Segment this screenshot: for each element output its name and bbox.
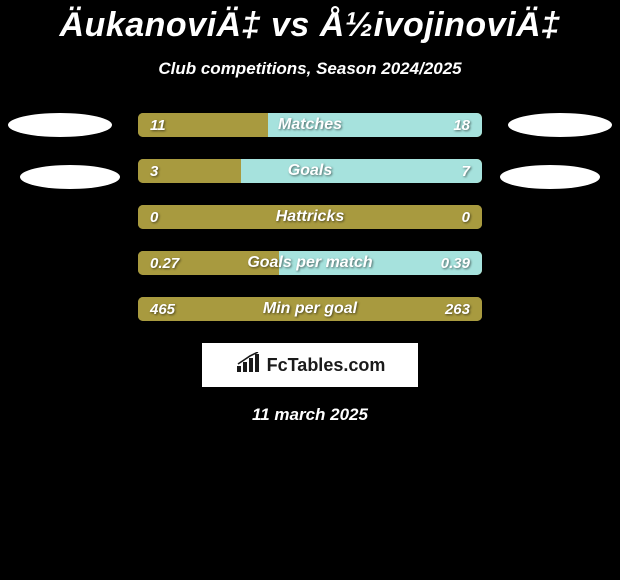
- brand-badge: FcTables.com: [202, 343, 418, 387]
- decorative-ellipse: [8, 113, 112, 137]
- decorative-ellipse: [508, 113, 612, 137]
- stat-bar-left: [138, 113, 268, 137]
- stat-bar-right: [241, 159, 482, 183]
- stat-row: 1118Matches: [138, 113, 482, 137]
- comparison-bars: 1118Matches 37Goals 00Hattricks 0.270.39Goa…: [138, 113, 482, 321]
- stat-bar-left: [138, 297, 482, 321]
- decorative-ellipse: [20, 165, 120, 189]
- chart-icon: [235, 352, 261, 379]
- stat-bar-left: [138, 251, 279, 275]
- comparison-content: 1118Matches 37Goals 00Hattricks 0.270.39Goa…: [0, 113, 620, 321]
- stat-row: 00Hattricks: [138, 205, 482, 229]
- footer-date: 11 march 2025: [0, 405, 620, 425]
- stat-row: 465263Min per goal: [138, 297, 482, 321]
- stat-row: 0.270.39Goals per match: [138, 251, 482, 275]
- brand-text: FcTables.com: [267, 355, 386, 376]
- stat-bar-right: [279, 251, 482, 275]
- page-subtitle: Club competitions, Season 2024/2025: [0, 59, 620, 79]
- stat-bar-left: [138, 205, 482, 229]
- stat-row: 37Goals: [138, 159, 482, 183]
- stat-bar-right: [268, 113, 482, 137]
- decorative-ellipse: [500, 165, 600, 189]
- page-title: ÄukanoviÄ‡ vs Å½ivojinoviÄ‡: [0, 0, 620, 45]
- stat-bar-left: [138, 159, 241, 183]
